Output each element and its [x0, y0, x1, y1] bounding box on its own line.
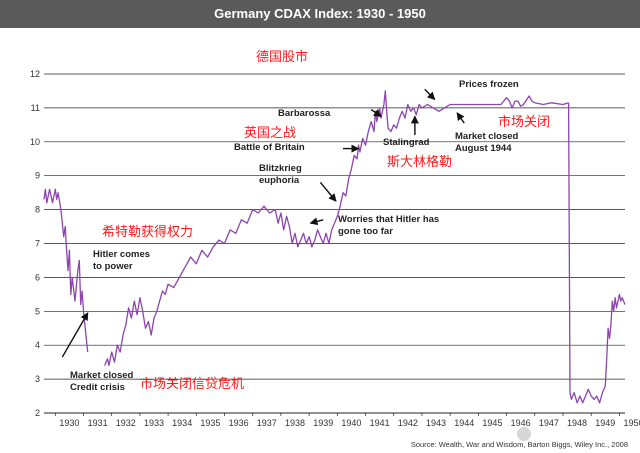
x-tick-label: 1931 [88, 418, 108, 428]
annotation-text: Prices frozen [459, 79, 519, 90]
x-tick-label: 1939 [313, 418, 333, 428]
annotations: Prices frozen Barbarossa Battle of Britain… [61, 79, 519, 393]
annotation-arrow [370, 109, 382, 117]
x-tick-label: 1934 [172, 418, 192, 428]
annotation-arrow [61, 312, 89, 358]
annotation-arrow [319, 182, 337, 202]
chinese-label: 英国之战 [244, 125, 296, 140]
x-tick-label: 1944 [454, 418, 474, 428]
x-tick-label: 1947 [539, 418, 559, 428]
x-tick-label: 1943 [426, 418, 446, 428]
x-tick-label: 1950 [623, 418, 640, 428]
watermark-icon [517, 427, 531, 441]
annotation-text: Barbarossa [278, 108, 331, 119]
annotation-text: Stalingrad [383, 137, 430, 148]
source-note: Source: Wealth, War and Wisdom, Barton B… [411, 440, 628, 449]
x-tick-label: 1948 [567, 418, 587, 428]
y-tick-label: 3 [35, 374, 40, 384]
x-tick-label: 1932 [116, 418, 136, 428]
y-axis: 2 3 4 5 6 7 8 9 10 11 12 [30, 69, 40, 418]
x-tick-label: 1930 [59, 418, 79, 428]
series-line [43, 188, 89, 353]
series-line [567, 102, 626, 404]
chart-title: Germany CDAX Index: 1930 - 1950 [0, 0, 640, 28]
y-tick-label: 6 [35, 272, 40, 282]
chinese-label: 希特勒获得权力 [102, 224, 193, 239]
x-tick-label: 1946 [511, 418, 531, 428]
annotation-text: Market closed [455, 131, 519, 142]
y-tick-label: 7 [35, 239, 40, 249]
y-tick-label: 9 [35, 171, 40, 181]
annotation-text: Worries that Hitler has [338, 214, 439, 225]
x-tick-label: 1937 [257, 418, 277, 428]
annotation-text: to power [93, 261, 133, 272]
series-line [104, 90, 569, 367]
x-tick-label: 1938 [285, 418, 305, 428]
annotation-text: Credit crisis [70, 382, 125, 393]
annotation-text: Battle of Britain [234, 142, 305, 153]
annotation-text: August 1944 [455, 143, 512, 154]
y-tick-label: 12 [30, 69, 40, 79]
chinese-label: 市场关闭信贷危机 [140, 376, 244, 391]
x-tick-label: 1935 [200, 418, 220, 428]
annotation-arrow [309, 217, 324, 226]
chinese-label: 德国股市 [256, 49, 308, 64]
y-tick-label: 5 [35, 306, 40, 316]
annotation-arrow [456, 112, 465, 124]
x-tick-label: 1945 [482, 418, 502, 428]
x-axis: 1930 1931 1932 1933 1934 1935 1936 1937 1938 1939… [54, 413, 640, 428]
chinese-label: 斯大林格勒 [387, 154, 452, 169]
x-tick-label: 1940 [341, 418, 361, 428]
y-tick-label: 11 [31, 103, 40, 113]
y-tick-label: 2 [35, 408, 40, 418]
annotation-text: Blitzkrieg [259, 163, 302, 174]
x-tick-label: 1941 [370, 418, 390, 428]
annotation-text: Market closed [70, 370, 134, 381]
y-tick-label: 8 [35, 205, 40, 215]
x-tick-label: 1949 [595, 418, 615, 428]
y-tick-label: 10 [30, 137, 40, 147]
annotation-text: gone too far [338, 226, 393, 237]
chinese-label: 市场关闭 [498, 114, 550, 129]
watermark-text: 头条 @老司机谈创业 [534, 427, 636, 441]
annotation-text: euphoria [259, 175, 300, 186]
x-tick-label: 1933 [144, 418, 164, 428]
x-tick-label: 1936 [229, 418, 249, 428]
watermark: 头条 @老司机谈创业 [517, 427, 636, 441]
x-tick-label: 1942 [398, 418, 418, 428]
gridlines [44, 73, 625, 414]
series-lines [43, 90, 626, 404]
y-tick-label: 4 [35, 340, 40, 350]
annotation-text: Hitler comes [93, 249, 150, 260]
annotation-arrow [424, 88, 436, 101]
